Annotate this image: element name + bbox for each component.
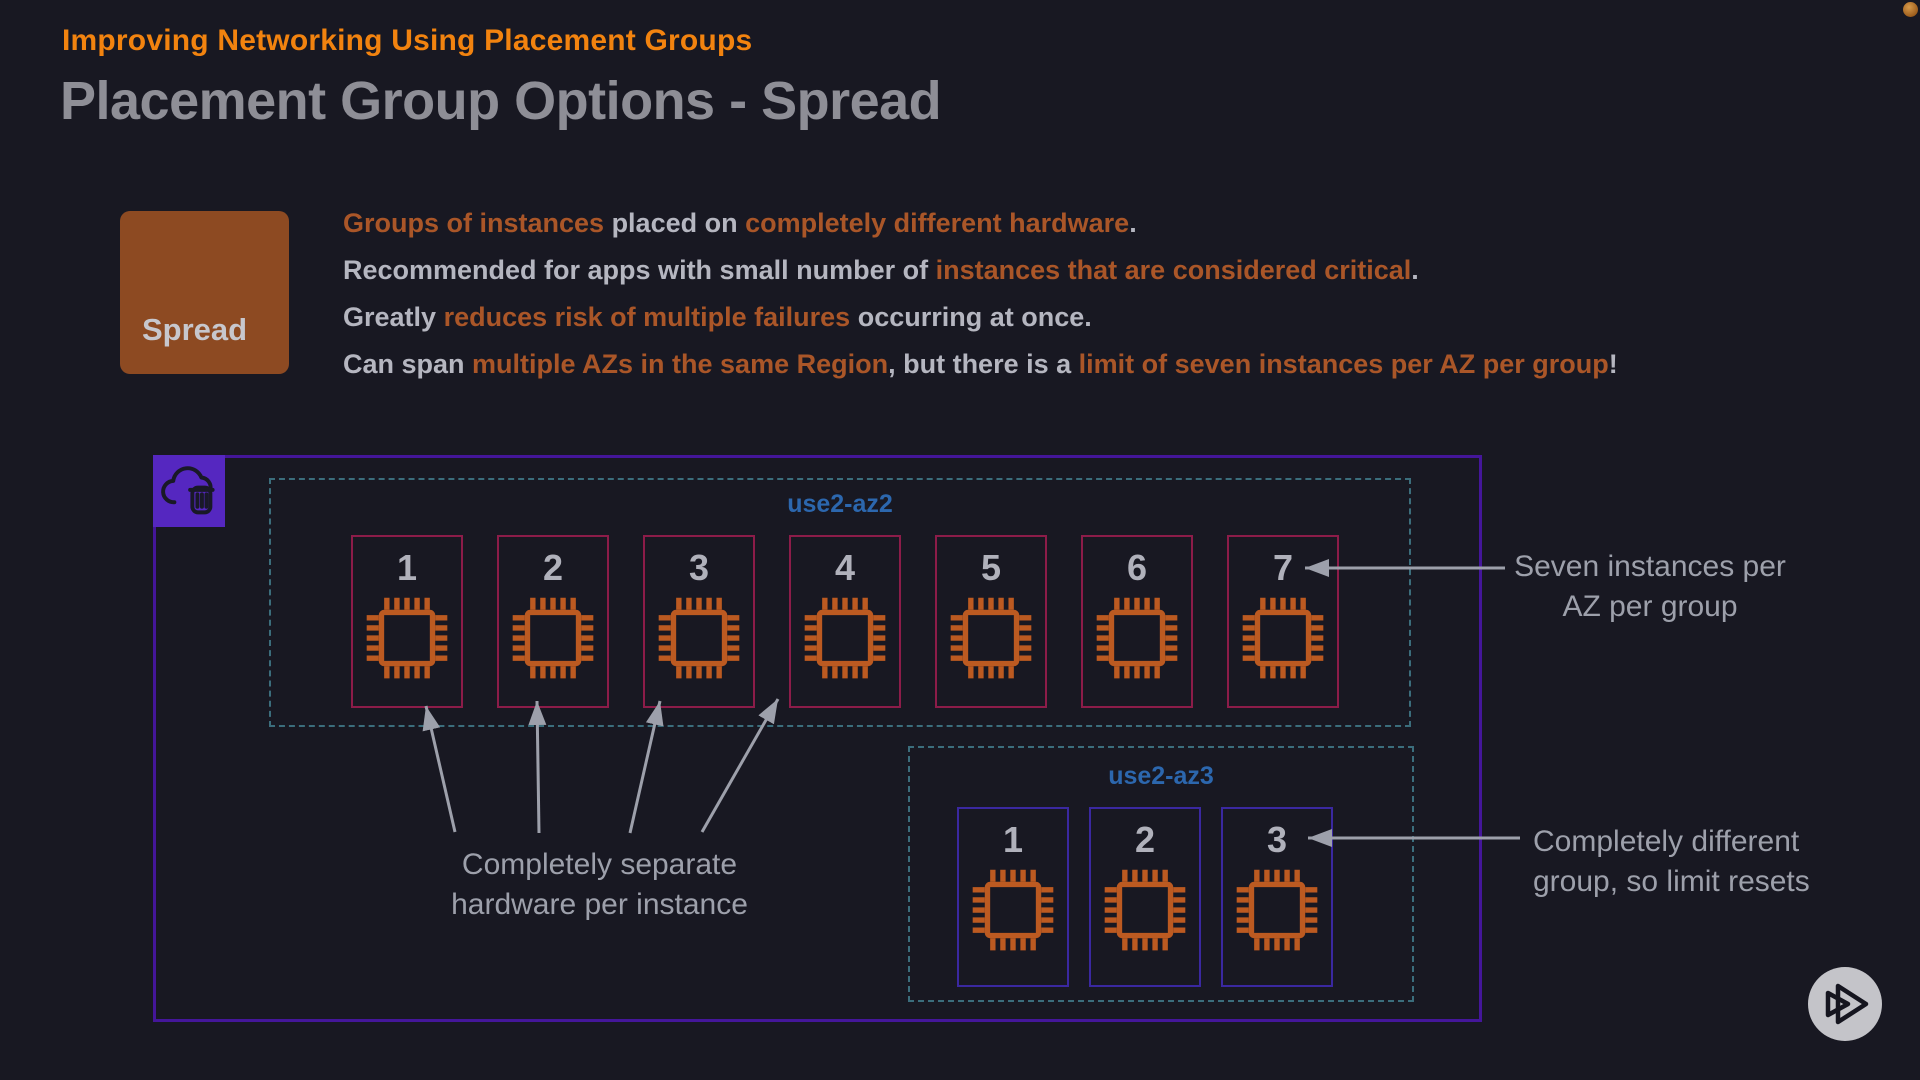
recording-indicator-dot <box>1903 2 1918 17</box>
annotation-line: Completely different <box>1533 825 1800 858</box>
instance-number: 2 <box>1134 819 1156 860</box>
bullet-line: Greatly reduces risk of multiple failure… <box>343 294 1663 341</box>
bullet-segment: completely different hardware <box>745 208 1130 238</box>
cpu-chip-icon <box>1102 867 1188 953</box>
instance-box: 3 <box>1221 807 1333 987</box>
instance-box: 1 <box>351 535 463 708</box>
bullet-segment: ! <box>1608 349 1618 379</box>
vpc-cloud-trash-icon <box>153 455 225 527</box>
instance-box: 7 <box>1227 535 1339 708</box>
annotation-line: hardware per instance <box>451 888 748 921</box>
bullet-segment: instances that are considered critical <box>935 255 1412 285</box>
bullet-segment: limit of seven instances per AZ per grou… <box>1078 349 1609 379</box>
instance-number: 2 <box>542 547 564 588</box>
vpc-region-box <box>153 455 1482 1022</box>
az-use2-az2-box <box>269 478 1411 727</box>
bullet-line: Can span multiple AZs in the same Region… <box>343 341 1663 388</box>
bullet-line: Groups of instances placed on completely… <box>343 200 1663 247</box>
instance-number: 1 <box>1002 819 1024 860</box>
annotation-line: Completely separate <box>461 848 738 881</box>
course-title: Improving Networking Using Placement Gro… <box>62 24 753 57</box>
instance-number: 3 <box>1266 819 1288 860</box>
cpu-chip-icon <box>970 867 1056 953</box>
bullet-segment: . <box>1129 208 1137 238</box>
bullet-segment: Can span <box>343 349 473 379</box>
az-use2-az3-box <box>908 746 1414 1002</box>
instance-number: 6 <box>1126 547 1148 588</box>
annotation-line: Seven instances per <box>1514 550 1786 583</box>
bullet-segment: . <box>1411 255 1419 285</box>
pluralsight-play-logo <box>1808 967 1882 1041</box>
instance-number: 4 <box>834 547 856 588</box>
instance-box: 4 <box>789 535 901 708</box>
az-use2-az2-label: use2-az2 <box>787 490 893 518</box>
bullet-segment: Recommended for apps with small number o… <box>343 255 936 285</box>
cpu-chip-icon <box>948 595 1034 681</box>
spread-card: Spread <box>120 211 289 374</box>
bullet-segment: Greatly <box>343 302 444 332</box>
instance-box: 1 <box>957 807 1069 987</box>
annotation-line: AZ per group <box>1562 590 1738 623</box>
instance-number: 5 <box>980 547 1002 588</box>
bullet-segment: , but there is a <box>888 349 1079 379</box>
cpu-chip-icon <box>1240 595 1326 681</box>
slide-title: Placement Group Options - Spread <box>60 71 942 131</box>
annotation-seven-instances: Seven instances per AZ per group <box>1495 547 1805 627</box>
annotation-limit-resets: Completely different group, so limit res… <box>1533 822 1863 902</box>
bullet-line: Recommended for apps with small number o… <box>343 247 1663 294</box>
cpu-chip-icon <box>802 595 888 681</box>
instance-number: 1 <box>396 547 418 588</box>
spread-card-label: Spread <box>142 312 248 347</box>
bullet-segment: reduces risk of multiple failures <box>443 302 851 332</box>
instance-box: 6 <box>1081 535 1193 708</box>
instance-box: 2 <box>497 535 609 708</box>
instance-box: 3 <box>643 535 755 708</box>
bullet-segment: occurring at once. <box>850 302 1092 332</box>
cpu-chip-icon <box>510 595 596 681</box>
bullet-segment: placed on <box>604 208 746 238</box>
cpu-chip-icon <box>364 595 450 681</box>
az-use2-az3-label: use2-az3 <box>1108 762 1214 790</box>
annotation-separate-hardware: Completely separate hardware per instanc… <box>447 845 752 925</box>
bullet-segment: Groups of instances <box>343 208 605 238</box>
instance-number: 3 <box>688 547 710 588</box>
cpu-chip-icon <box>656 595 742 681</box>
instance-box: 2 <box>1089 807 1201 987</box>
annotation-line: group, so limit resets <box>1533 865 1810 898</box>
bullet-segment: multiple AZs in the same Region <box>472 349 889 379</box>
cpu-chip-icon <box>1094 595 1180 681</box>
bullet-list: Groups of instances placed on completely… <box>343 200 1663 388</box>
cpu-chip-icon <box>1234 867 1320 953</box>
instance-box: 5 <box>935 535 1047 708</box>
instance-number: 7 <box>1272 547 1294 588</box>
